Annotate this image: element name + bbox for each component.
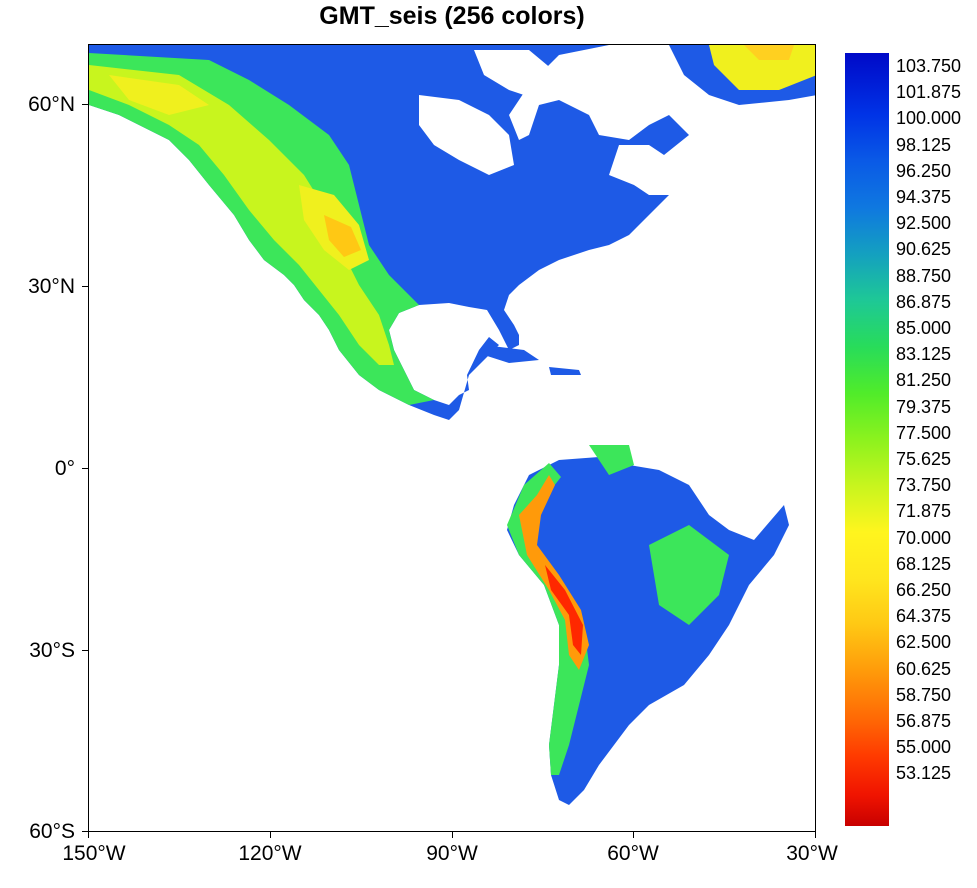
y-tick (82, 104, 88, 105)
y-tick (82, 286, 88, 287)
y-tick (82, 468, 88, 469)
colorbar (845, 53, 889, 826)
y-axis-label: 60°N (28, 93, 75, 116)
colorbar-label: 77.500 (896, 422, 952, 443)
colorbar-label: 88.750 (896, 265, 952, 286)
x-tick (633, 832, 634, 838)
map-canvas (89, 45, 815, 805)
colorbar-label: 101.875 (896, 82, 962, 103)
colorbar-label: 62.500 (896, 632, 952, 653)
colorbar-label: 81.250 (896, 370, 952, 391)
colorbar-label: 71.875 (896, 501, 952, 522)
x-axis-label: 30°W (786, 842, 838, 865)
colorbar-label: 103.750 (896, 56, 962, 76)
colorbar-label: 66.250 (896, 580, 952, 600)
colorbar-label: 53.125 (896, 763, 952, 784)
colorbar-label: 94.375 (896, 187, 952, 207)
y-tick (82, 650, 88, 651)
colorbar-label: 58.750 (896, 684, 952, 705)
colorbar-label: 98.125 (896, 134, 952, 155)
colorbar-label: 83.125 (896, 344, 952, 365)
colorbar-label: 92.500 (896, 213, 952, 234)
x-axis-label: 150°W (62, 842, 126, 865)
colorbar-label: 85.000 (896, 318, 952, 338)
colorbar-label: 75.625 (896, 449, 952, 469)
colorbar-label: 100.000 (896, 108, 962, 129)
y-tick (82, 831, 88, 832)
colorbar-label: 55.000 (896, 737, 952, 758)
colorbar-label: 68.125 (896, 553, 952, 574)
colorbar-label: 96.250 (896, 160, 952, 181)
hudson-bay (419, 95, 514, 175)
x-tick (815, 832, 816, 838)
y-axis-label: 30°N (28, 275, 75, 298)
y-axis-label: 0° (54, 457, 75, 480)
y-axis-label: 60°S (29, 820, 75, 843)
colorbar-label: 79.375 (896, 396, 952, 417)
x-tick (88, 832, 89, 838)
colorbar-label: 64.375 (896, 606, 952, 627)
y-axis-label: 30°S (29, 639, 75, 662)
south-america-landmass (507, 457, 789, 805)
colorbar-label: 90.625 (896, 239, 952, 260)
colorbar-label: 86.875 (896, 291, 952, 312)
map-title: GMT_seis (256 colors) (319, 2, 585, 30)
x-axis-label: 60°W (607, 842, 659, 865)
map-plot-area (88, 44, 816, 832)
colorbar-label: 56.875 (896, 711, 952, 731)
colorbar-label: 70.000 (896, 527, 952, 548)
colorbar-label: 60.625 (896, 658, 952, 679)
x-axis-label: 90°W (426, 842, 478, 865)
x-tick (270, 832, 271, 838)
x-tick (452, 832, 453, 838)
x-axis-label: 120°W (238, 842, 302, 865)
colorbar-label: 73.750 (896, 475, 952, 496)
